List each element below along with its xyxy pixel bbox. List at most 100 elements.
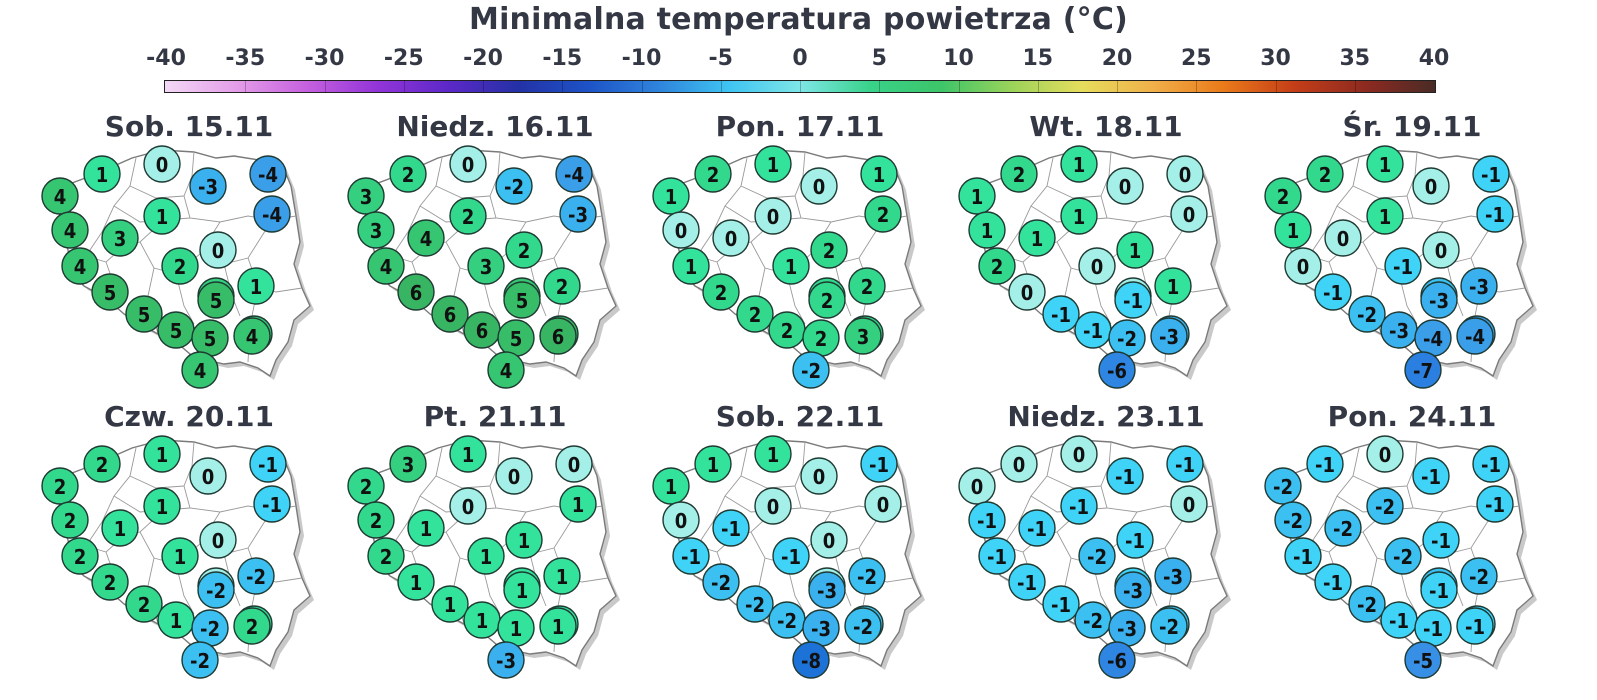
- station-marker: 5: [91, 273, 129, 311]
- station-marker: -2: [848, 557, 886, 595]
- temperature-dot: [1018, 509, 1056, 547]
- temperature-value: -1: [1421, 465, 1441, 489]
- temperature-dot: [1476, 485, 1514, 523]
- temperature-value: -1: [262, 493, 282, 517]
- station-marker: -3: [1108, 609, 1146, 647]
- temperature-dot: [968, 501, 1006, 539]
- station-marker: 1: [652, 177, 690, 215]
- temperature-value: 3: [370, 219, 383, 243]
- temperature-dot: [407, 509, 445, 547]
- temperature-value: 0: [1013, 453, 1026, 477]
- temperature-value: -2: [246, 565, 266, 589]
- temperature-dot: [1366, 145, 1404, 183]
- temperature-value: 1: [1379, 153, 1392, 177]
- temperature-value: 4: [500, 359, 513, 383]
- temperature-value: 1: [873, 163, 886, 187]
- station-marker: -3: [1150, 317, 1188, 355]
- temperature-value: -2: [711, 571, 731, 595]
- temperature-value: 6: [476, 319, 489, 343]
- day-title: Sob. 22.11: [715, 400, 885, 433]
- legend-tick-mark: [562, 80, 564, 93]
- day-title: Pt. 21.11: [423, 400, 567, 433]
- region-border: [435, 185, 491, 199]
- station-marker: 2: [91, 563, 129, 601]
- temperature-dot: [487, 641, 525, 679]
- temperature-value: 2: [54, 475, 67, 499]
- legend-tick-label: 0: [792, 46, 808, 71]
- temperature-value: 5: [170, 319, 183, 343]
- temperature-dot: [1000, 155, 1038, 193]
- station-marker: 1: [539, 607, 577, 645]
- temperature-dot: [559, 485, 597, 523]
- temperature-value: 1: [785, 255, 798, 279]
- temperature-dot: [1366, 197, 1404, 235]
- station-marker: -4: [1414, 319, 1452, 357]
- temperature-value: -1: [1423, 617, 1443, 641]
- temperature-dot: [181, 641, 219, 679]
- temperature-dot: [754, 435, 792, 473]
- legend-tick-label: -20: [463, 46, 503, 71]
- temperature-dot: [1166, 155, 1204, 193]
- temperature-dot: [1472, 445, 1510, 483]
- temperature-value: -2: [777, 609, 797, 633]
- temperature-dot: [389, 445, 427, 483]
- temperature-value: -3: [811, 617, 831, 641]
- temperature-dot: [800, 167, 838, 205]
- station-marker: 1: [143, 197, 181, 235]
- temperature-dot: [397, 273, 435, 311]
- station-marker: 4: [41, 177, 79, 215]
- station-marker: 1: [143, 435, 181, 473]
- temperature-value: 0: [675, 509, 688, 533]
- station-marker: 0: [662, 211, 700, 249]
- region-border: [1092, 563, 1112, 615]
- temperature-value: -1: [1323, 571, 1343, 595]
- temperature-value: 1: [250, 275, 263, 299]
- temperature-value: 4: [380, 255, 393, 279]
- legend-tick-label: 30: [1260, 46, 1291, 71]
- station-marker: -3: [559, 195, 597, 233]
- station-marker: -5: [1404, 641, 1442, 679]
- temperature-dot: [143, 145, 181, 183]
- region-border: [740, 475, 796, 489]
- region-border: [786, 273, 806, 325]
- station-marker: -2: [1074, 601, 1112, 639]
- station-marker: -3: [189, 167, 227, 205]
- temperature-dot: [860, 445, 898, 483]
- temperature-value: -4: [1423, 327, 1443, 351]
- temperature-dot: [772, 537, 810, 575]
- poland-map: 410-3-441-430425135554544: [41, 145, 314, 389]
- region-border: [1046, 185, 1102, 199]
- temperature-dot: [808, 281, 846, 319]
- temperature-value: 0: [508, 465, 521, 489]
- poland-map: -2-10-1-1-2-2-1-2-1-1-2-1-2-2-2-1-1-1-1-…: [1264, 435, 1537, 679]
- poland-map: 231002011121111111111-3: [347, 435, 620, 679]
- temperature-value: 0: [1379, 443, 1392, 467]
- temperature-value: 1: [971, 185, 984, 209]
- temperature-dot: [1412, 167, 1450, 205]
- legend-tick-mark: [800, 80, 801, 93]
- temperature-dot: [1348, 585, 1386, 623]
- temperature-dot: [101, 219, 139, 257]
- station-marker: 0: [555, 445, 593, 483]
- temperature-value: -2: [504, 175, 524, 199]
- temperature-value: 2: [174, 255, 187, 279]
- temperature-dot: [495, 457, 533, 495]
- temperature-dot: [505, 521, 543, 559]
- temperature-dot: [1060, 435, 1098, 473]
- temperature-dot: [662, 501, 700, 539]
- temperature-value: 2: [402, 163, 415, 187]
- legend-tick-label: -10: [621, 46, 662, 71]
- station-marker: -1: [1472, 445, 1510, 483]
- temperature-dot: [1366, 435, 1404, 473]
- station-marker: 3: [844, 317, 882, 355]
- temperature-dot: [792, 351, 830, 389]
- temperature-dot: [1000, 445, 1038, 483]
- temperature-dot: [800, 457, 838, 495]
- station-marker: 1: [968, 211, 1006, 249]
- temperature-value: 0: [813, 175, 826, 199]
- legend-tick-mark: [958, 80, 960, 93]
- temperature-dot: [1114, 281, 1152, 319]
- temperature-value: 2: [707, 163, 720, 187]
- station-marker: -2: [1348, 585, 1386, 623]
- station-marker: 5: [125, 295, 163, 333]
